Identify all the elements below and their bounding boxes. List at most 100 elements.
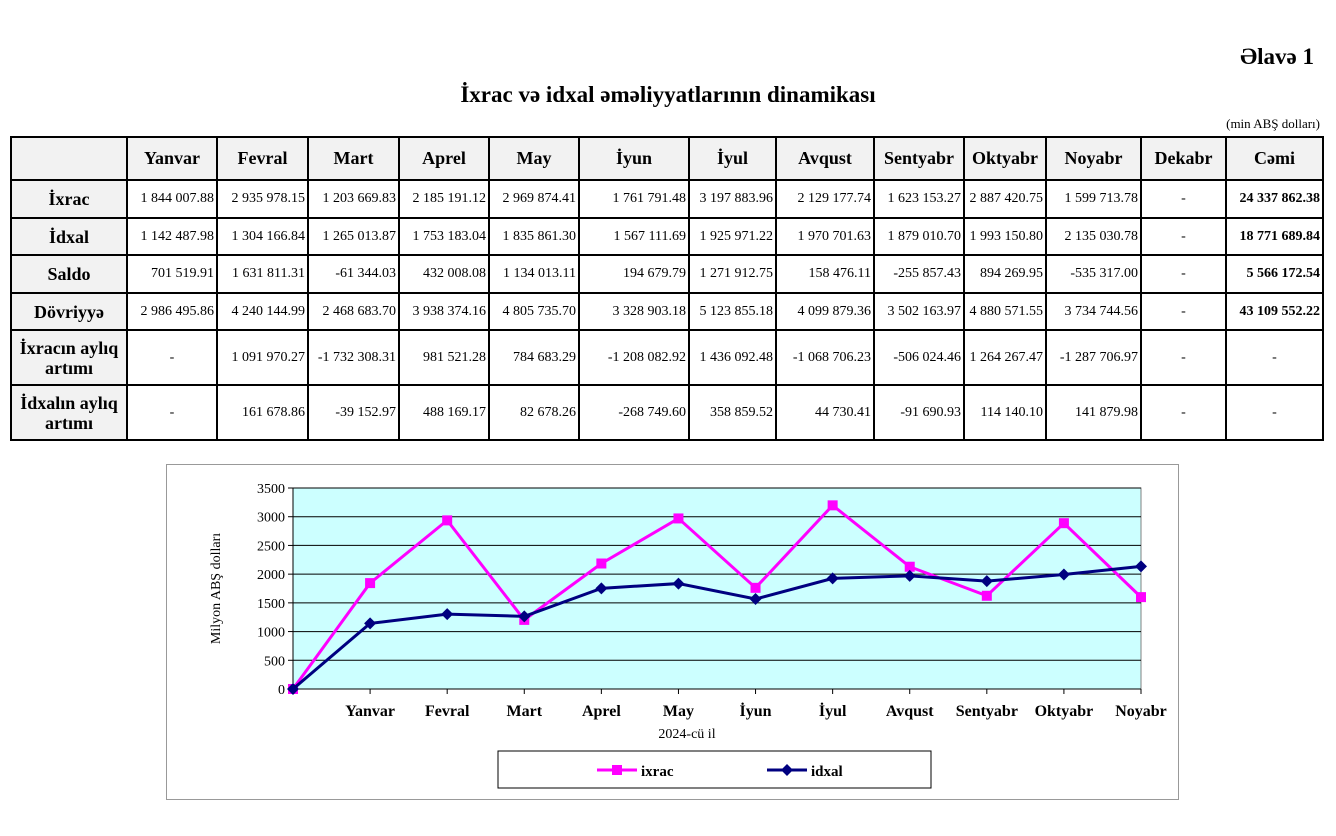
table-cell: 4 099 879.36 xyxy=(775,292,875,331)
table-row: Dövriyyə 2 986 495.86 4 240 144.99 2 468 68… xyxy=(10,292,1324,331)
column-header xyxy=(10,136,128,181)
legend-marker-idxal xyxy=(781,764,793,776)
table-cell: -1 732 308.31 xyxy=(307,329,400,386)
table-cell: 1 993 150.80 xyxy=(963,217,1047,256)
unit-label: (min ABŞ dolları) xyxy=(1226,116,1320,131)
table-cell: - xyxy=(126,384,218,441)
table-cell: 3 734 744.56 xyxy=(1045,292,1142,331)
table-cell: 158 476.11 xyxy=(775,254,875,294)
table-cell: -255 857.43 xyxy=(873,254,965,294)
table-cell: 2 129 177.74 xyxy=(775,179,875,219)
table-cell: 4 880 571.55 xyxy=(963,292,1047,331)
table-cell: - xyxy=(1140,292,1227,331)
plot-area xyxy=(292,487,1142,690)
table-cell: 43 109 552.22 xyxy=(1225,292,1324,331)
x-tick-label: May xyxy=(663,703,694,720)
x-tick-label: İyul xyxy=(819,701,847,720)
row-label: İdxal xyxy=(10,217,128,256)
table-cell: -39 152.97 xyxy=(307,384,400,441)
table-cell: 5 566 172.54 xyxy=(1225,254,1324,294)
table-cell: 3 197 883.96 xyxy=(688,179,777,219)
table-cell: 24 337 862.38 xyxy=(1225,179,1324,219)
column-header: May xyxy=(488,136,580,181)
x-axis-title: 2024-cü il xyxy=(658,727,715,742)
data-point-ixrac xyxy=(596,558,607,569)
x-tick-label: Noyabr xyxy=(1115,703,1167,720)
table-cell: - xyxy=(1225,384,1324,441)
data-point-idxal xyxy=(1057,568,1070,581)
table-cell: 1 304 166.84 xyxy=(216,217,309,256)
table-cell: 194 679.79 xyxy=(578,254,690,294)
table-cell: 981 521.28 xyxy=(398,329,490,386)
table-cell: 432 008.08 xyxy=(398,254,490,294)
column-header: Oktyabr xyxy=(963,136,1047,181)
x-tick-label: Mart xyxy=(507,703,543,720)
table-cell: -1 287 706.97 xyxy=(1045,329,1142,386)
table-cell: 4 805 735.70 xyxy=(488,292,580,331)
table-cell: 2 969 874.41 xyxy=(488,179,580,219)
data-point-ixrac xyxy=(904,561,915,572)
series-line-ixrac xyxy=(291,503,1143,690)
table-row: İxrac 1 844 007.88 2 935 978.15 1 203 669.8… xyxy=(10,179,1324,219)
table-cell: 1 925 971.22 xyxy=(688,217,777,256)
table-cell: - xyxy=(1140,179,1227,219)
table-cell: 4 240 144.99 xyxy=(216,292,309,331)
data-point-idxal xyxy=(672,577,685,590)
chart-frame: 0 500 1000 1500 2000 2500 3000 3500 Yanvar Fevral… xyxy=(166,464,1179,800)
table-cell: 701 519.91 xyxy=(126,254,218,294)
column-header: İyul xyxy=(688,136,777,181)
table-cell: 1 835 861.30 xyxy=(488,217,580,256)
table-cell: 1 265 013.87 xyxy=(307,217,400,256)
header-row: Yanvar Fevral Mart Aprel May İyun İyul Avqust Se… xyxy=(10,136,1324,181)
table-cell: 2 135 030.78 xyxy=(1045,217,1142,256)
table-cell: 141 879.98 xyxy=(1045,384,1142,441)
table-cell: 5 123 855.18 xyxy=(688,292,777,331)
table-cell: 18 771 689.84 xyxy=(1225,217,1324,256)
table-cell: - xyxy=(1225,329,1324,386)
table-cell: 161 678.86 xyxy=(216,384,309,441)
table-cell: 82 678.26 xyxy=(488,384,580,441)
data-point-idxal xyxy=(441,608,454,621)
data-point-ixrac xyxy=(1136,592,1146,603)
column-header: Mart xyxy=(307,136,400,181)
table-cell: 784 683.29 xyxy=(488,329,580,386)
data-point-ixrac xyxy=(827,500,838,511)
column-header: Fevral xyxy=(216,136,309,181)
table-cell: 1 134 013.11 xyxy=(488,254,580,294)
data-point-idxal xyxy=(826,572,839,585)
table-cell: 1 203 669.83 xyxy=(307,179,400,219)
table-cell: 1 567 111.69 xyxy=(578,217,690,256)
column-header: Sentyabr xyxy=(873,136,965,181)
data-point-ixrac xyxy=(365,578,376,589)
row-label: İxracın aylıq artımı xyxy=(10,329,128,386)
table-cell: 1 879 010.70 xyxy=(873,217,965,256)
y-axis-title: Milyon ABŞ dolları xyxy=(209,533,224,644)
data-point-idxal xyxy=(903,569,916,582)
data-point-idxal xyxy=(1135,560,1147,573)
column-header: Aprel xyxy=(398,136,490,181)
table-cell: 1 091 970.27 xyxy=(216,329,309,386)
row-label: İdxalın aylıq artımı xyxy=(10,384,128,441)
table-cell: 2 935 978.15 xyxy=(216,179,309,219)
table-cell: 1 264 267.47 xyxy=(963,329,1047,386)
table-cell: -61 344.03 xyxy=(307,254,400,294)
y-tick-label: 2000 xyxy=(257,568,285,583)
row-label: İxrac xyxy=(10,179,128,219)
table-cell: -91 690.93 xyxy=(873,384,965,441)
table-cell: - xyxy=(126,329,218,386)
table-cell: - xyxy=(1140,254,1227,294)
table-row: İxracın aylıq artımı -1 091 970.27 -1 732 … xyxy=(10,329,1324,386)
data-point-idxal xyxy=(980,575,993,588)
table-cell: 1 599 713.78 xyxy=(1045,179,1142,219)
table-cell: 1 436 092.48 xyxy=(688,329,777,386)
table-cell: -268 749.60 xyxy=(578,384,690,441)
data-point-idxal xyxy=(287,683,299,695)
row-label: Dövriyyə xyxy=(10,292,128,331)
table-cell: 1 753 183.04 xyxy=(398,217,490,256)
table-cell: -506 024.46 xyxy=(873,329,965,386)
table-cell: 44 730.41 xyxy=(775,384,875,441)
table-cell: 488 169.17 xyxy=(398,384,490,441)
table-cell: 1 761 791.48 xyxy=(578,179,690,219)
column-header: İyun xyxy=(578,136,690,181)
page-title: İxrac və idxal əməliyyatlarının dinamika… xyxy=(460,82,876,107)
